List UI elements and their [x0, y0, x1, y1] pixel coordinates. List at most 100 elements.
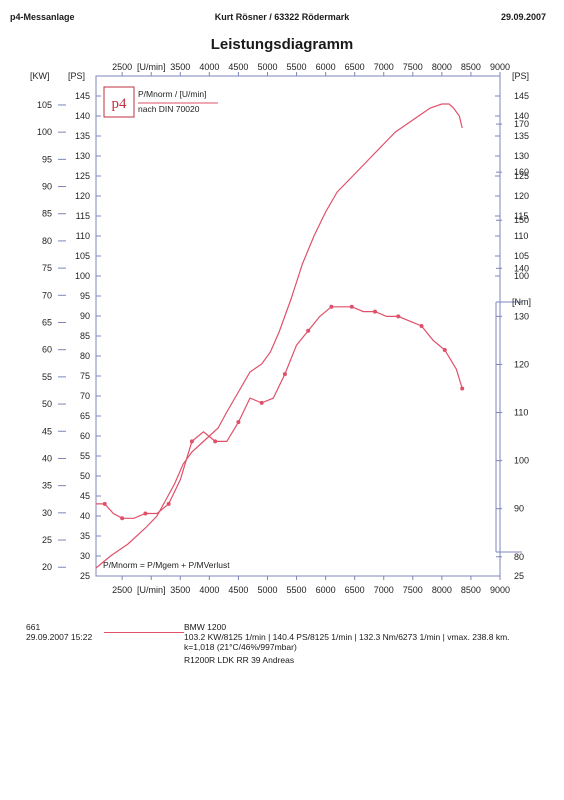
kw-tick-label: 80 [42, 236, 52, 246]
nm-tick-label: 130 [514, 311, 529, 321]
run-number: 661 [26, 622, 41, 632]
torque-marker [396, 314, 401, 319]
ps-tick-label-left: 65 [80, 411, 90, 421]
ps-tick-label-right: 110 [514, 231, 528, 241]
ps-tick-label-right: 115 [514, 211, 528, 221]
x-tick-label-bottom: 8000 [432, 585, 452, 595]
ps-tick-label-left: 120 [75, 191, 90, 201]
torque-marker [282, 372, 287, 377]
x-tick-label-bottom: 9000 [490, 585, 510, 595]
torque-marker [442, 348, 447, 353]
x-tick-label-top: 3500 [170, 62, 190, 72]
p4-logo [103, 86, 135, 118]
kw-tick-label: 30 [42, 508, 52, 518]
ps-tick-label-left: 110 [76, 231, 90, 241]
nm-tick-label: 120 [514, 359, 529, 369]
ps-tick-label-right: 125 [514, 171, 529, 181]
header-app-name: p4-Messanlage [10, 12, 75, 22]
torque-marker [120, 516, 125, 521]
ps-tick-label-left: 25 [80, 571, 90, 581]
power-curve [95, 103, 463, 569]
kw-tick-label: 40 [42, 453, 52, 463]
ps-tick-label-left: 75 [80, 371, 90, 381]
ps-axis-label-right: [PS] [512, 71, 529, 81]
ps-tick-label-right: 100 [514, 271, 529, 281]
ps-tick-label-left: 130 [75, 151, 90, 161]
torque-curve [96, 306, 463, 519]
kw-tick-label: 105 [37, 100, 52, 110]
kw-tick-label: 70 [42, 290, 52, 300]
nm-axis-label: [Nm] [512, 297, 531, 307]
vehicle-name: BMW 1200 [184, 622, 227, 632]
nm-tick-label: 110 [514, 408, 528, 418]
x-tick-label-bottom: 5000 [257, 585, 277, 595]
x-tick-label-top: 8500 [461, 62, 481, 72]
x-tick-label-top: 8000 [432, 62, 452, 72]
ps-tick-label-left: 70 [80, 391, 90, 401]
ps-axis-label-left: [PS] [68, 71, 85, 81]
kw-tick-label: 35 [42, 481, 52, 491]
torque-marker [373, 309, 378, 314]
ps-tick-label-right: 130 [514, 151, 529, 161]
torque-marker [143, 511, 148, 516]
kw-tick-label: 90 [42, 182, 52, 192]
ps-tick-label-right: 120 [514, 191, 529, 201]
correction-line: k=1,018 (21°C/46%/997mbar) [184, 642, 297, 652]
x-tick-label-bottom: 3500 [170, 585, 190, 595]
legend-line2: nach DIN 70020 [138, 104, 200, 114]
kw-tick-label: 100 [37, 127, 52, 137]
x-tick-label-top: 6000 [316, 62, 336, 72]
ps-tick-label-left: 145 [75, 91, 90, 101]
ps-tick-label-left: 135 [75, 131, 90, 141]
ps-tick-label-left: 30 [80, 551, 90, 561]
ps-tick-label-left: 95 [80, 291, 90, 301]
ps-tick-label-right: 135 [514, 131, 529, 141]
kw-tick-label: 60 [42, 345, 52, 355]
x-tick-label-bottom: 2500 [112, 585, 132, 595]
x-tick-label-top: 5000 [257, 62, 277, 72]
ps-tick-label-left: 140 [75, 111, 90, 121]
x-tick-label-top: 5500 [287, 62, 307, 72]
kw-tick-label: 55 [42, 372, 52, 382]
ps-tick-label-left: 50 [80, 471, 90, 481]
formula-annotation: P/Mnorm = P/Mgem + P/MVerlust [103, 560, 230, 570]
vehicle-description: R1200R LDK RR 39 Andreas [184, 655, 295, 665]
torque-marker [236, 420, 241, 425]
kw-tick-label: 50 [42, 399, 52, 409]
ps-tick-label-left: 105 [75, 251, 90, 261]
torque-marker [102, 501, 107, 506]
torque-marker [349, 304, 354, 309]
p4-logo-text: p4 [112, 96, 128, 112]
nm-tick-label: 100 [514, 456, 529, 466]
legend-line1: P/Mnorm / [U/min] [138, 89, 206, 99]
torque-marker [419, 324, 424, 328]
x-tick-label-top: 7500 [403, 62, 423, 72]
x-tick-label-top: 7000 [374, 62, 394, 72]
ps-tick-label-left: 45 [80, 491, 90, 501]
run-datetime: 29.09.2007 15:22 [26, 632, 93, 642]
kw-axis-label: [KW] [30, 71, 50, 81]
header-customer: Kurt Rösner / 63322 Rödermark [214, 12, 350, 22]
x-tick-label-top: 4500 [228, 62, 248, 72]
ps-tick-label-left: 35 [80, 531, 90, 541]
torque-marker [189, 439, 194, 444]
x-tick-label-bottom: 5500 [287, 585, 307, 595]
ps-tick-label-left: 85 [80, 331, 90, 341]
x-tick-label-top: [U/min] [137, 62, 166, 72]
chart-title: Leistungsdiagramm [210, 36, 354, 53]
x-tick-label-top: 9000 [490, 62, 510, 72]
x-tick-label-bottom: 6500 [345, 585, 365, 595]
x-tick-label-bottom: 8500 [461, 585, 481, 595]
ps-tick-label-left: 115 [76, 211, 90, 221]
ps-tick-label-left: 90 [80, 311, 90, 321]
torque-marker [329, 304, 334, 309]
footer-line-sample [104, 632, 184, 633]
kw-tick-label: 45 [42, 426, 52, 436]
x-tick-label-top: 2500 [112, 62, 132, 72]
plot-frame [95, 75, 501, 577]
nm-tick-label: 140 [514, 263, 529, 273]
results-line: 103.2 KW/8125 1/min | 140.4 PS/8125 1/mi… [184, 632, 510, 642]
torque-marker [166, 501, 171, 506]
kw-tick-label: 20 [42, 562, 52, 572]
